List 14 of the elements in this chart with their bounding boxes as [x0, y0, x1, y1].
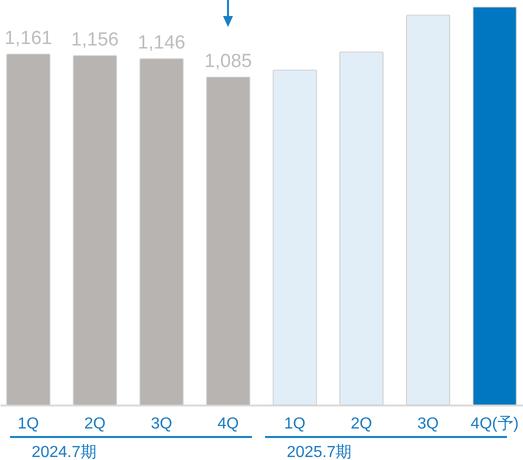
x-tick-label: 1Q	[18, 416, 39, 432]
x-tick-label: 2Q	[350, 416, 372, 432]
data-label: 1,085	[204, 51, 252, 72]
x-tick-label: 4Q(予)	[470, 416, 519, 432]
x-tick-label: 1Q	[284, 416, 306, 432]
data-label: 1,156	[71, 30, 119, 51]
text: 2024.7期	[10, 436, 252, 460]
data-label: 1,161	[4, 28, 52, 50]
x-tick-label: 2Q	[84, 416, 106, 432]
text: 2025.7期	[264, 436, 508, 460]
x-tick-label: 4Q	[218, 416, 239, 432]
data-label: 1,146	[138, 32, 186, 54]
x-tick-label: 3Q	[150, 416, 172, 432]
x-tick-label: 3Q	[417, 416, 439, 432]
